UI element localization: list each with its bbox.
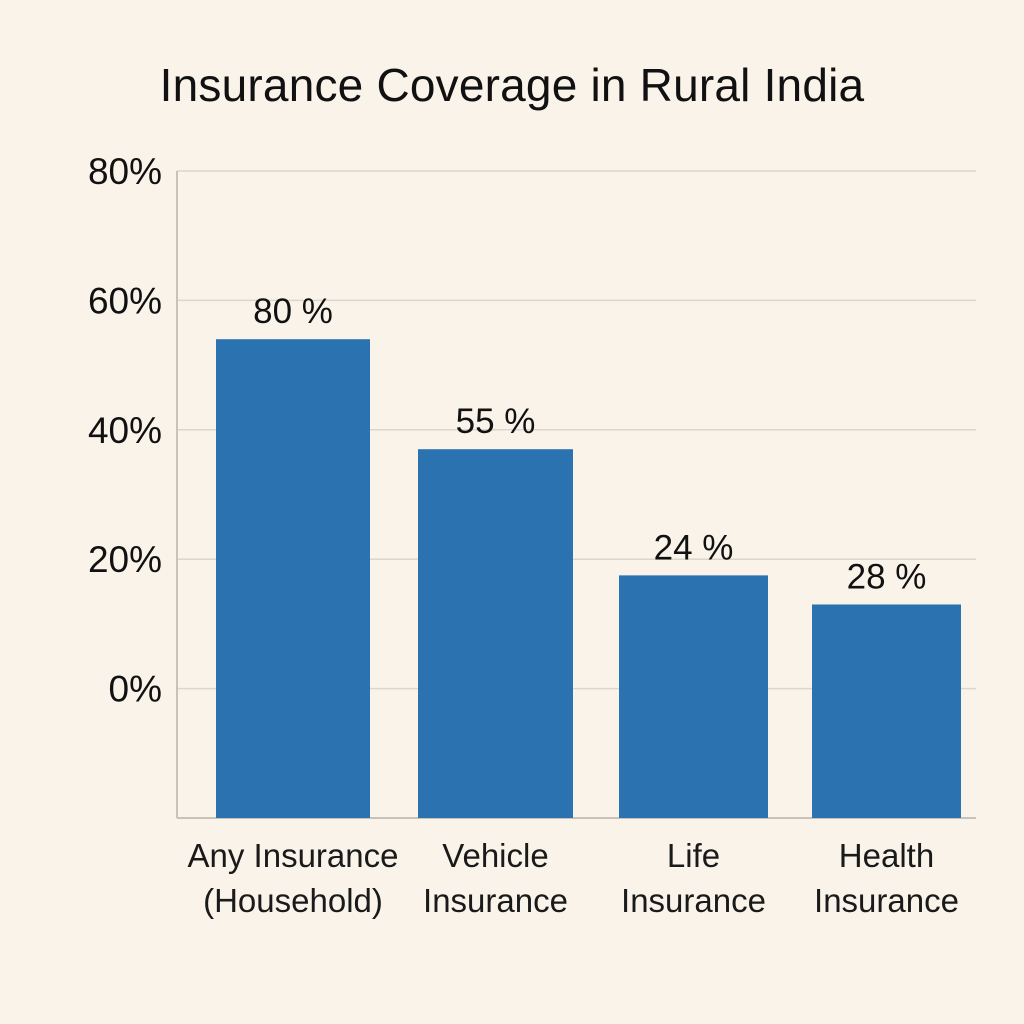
chart-title: Insurance Coverage in Rural India [159,59,865,111]
label-layer: 0% 20% 40% 60% 80% 80 % Any Insurance (Househol… [88,151,959,919]
x-tick-label: Vehicle Insurance [423,837,568,919]
bar [418,449,573,818]
bar [216,339,370,818]
data-label: 80 % [253,292,333,331]
bar [619,575,768,818]
x-tick-label: Any Insurance (Household) [188,837,399,919]
y-tick-label: 0% [109,669,162,710]
bar [812,604,961,818]
x-tick-label: Health Insurance [814,837,959,919]
y-tick-label: 20% [88,539,162,580]
data-label: 24 % [654,528,734,567]
bar-layer [216,339,961,818]
x-tick-label: Life Insurance [621,837,766,919]
y-tick-label: 80% [88,151,162,192]
data-label: 55 % [456,402,536,441]
y-tick-label: 60% [88,280,162,321]
y-tick-label: 40% [88,410,162,451]
data-label: 28 % [847,557,927,596]
